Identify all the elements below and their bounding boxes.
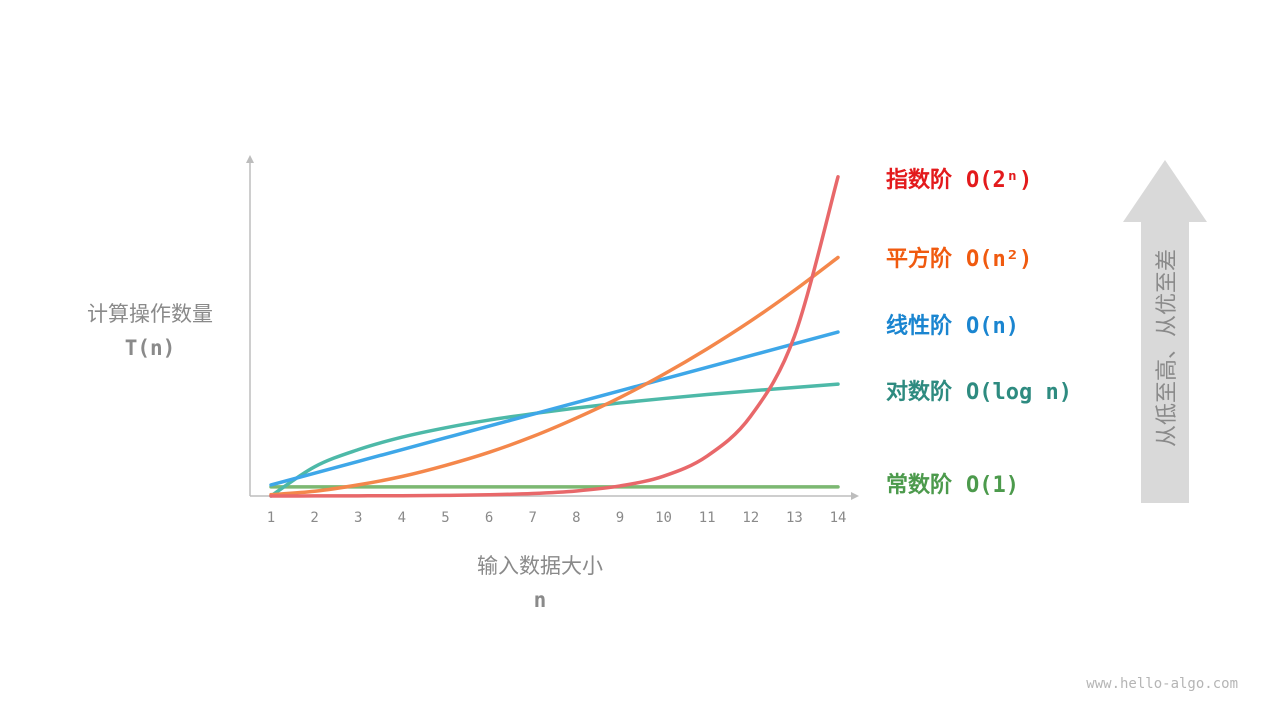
series-line-logarithmic	[269, 382, 840, 498]
legend-notation: O(2ⁿ)	[966, 168, 1033, 193]
legend-quadratic: 平方阶 O(n²)	[886, 241, 1032, 273]
x-tick-label: 3	[354, 510, 362, 526]
legend-linear: 线性阶 O(n)	[886, 308, 1019, 340]
x-tick-label: 10	[655, 510, 672, 526]
up-arrow-icon	[1123, 160, 1207, 503]
side-arrow-label: 从低至高、从优至差	[1155, 248, 1180, 448]
legend-logarithmic: 对数阶 O(log n)	[886, 374, 1072, 406]
series-line-quadratic	[269, 255, 840, 497]
x-tick-label: 13	[786, 510, 803, 526]
x-tick-label: 11	[699, 510, 716, 526]
x-tick-label: 6	[485, 510, 493, 526]
legend-name: 指数阶	[886, 168, 953, 193]
legend-notation: O(1)	[966, 473, 1019, 498]
x-tick-label: 14	[830, 510, 847, 526]
x-axis-label: 输入数据大小	[477, 554, 603, 578]
legend-notation: O(log n)	[966, 380, 1072, 405]
x-axis-symbol: n	[533, 588, 547, 612]
x-tick-labels: 1 2 3 4 5 6 7 8 9 10 11 12 13 14	[267, 510, 847, 526]
x-tick-label: 2	[310, 510, 318, 526]
series-line-exponential	[269, 175, 840, 498]
x-tick-label: 4	[398, 510, 406, 526]
x-tick-label: 8	[572, 510, 580, 526]
legend-exponential: 指数阶 O(2ⁿ)	[886, 162, 1032, 194]
x-tick-label: 9	[616, 510, 624, 526]
x-axis-arrow-icon	[851, 492, 859, 500]
axes	[246, 155, 859, 500]
legend-name: 线性阶	[886, 314, 953, 339]
x-tick-label: 12	[742, 510, 759, 526]
legend-notation: O(n)	[966, 314, 1019, 339]
side-arrow	[1123, 160, 1207, 503]
series-line-linear	[269, 330, 840, 487]
y-axis-arrow-icon	[246, 155, 254, 163]
legend-notation: O(n²)	[966, 247, 1033, 272]
y-axis-label: 计算操作数量	[87, 302, 213, 326]
y-axis-symbol: T(n)	[124, 336, 176, 360]
series-lines	[269, 175, 840, 498]
legend-name: 常数阶	[886, 473, 953, 498]
footer-watermark: www.hello-algo.com	[1086, 676, 1238, 692]
x-tick-label: 5	[441, 510, 449, 526]
legend-name: 平方阶	[886, 247, 953, 272]
legend-constant: 常数阶 O(1)	[886, 467, 1019, 499]
x-tick-label: 1	[267, 510, 275, 526]
x-tick-label: 7	[528, 510, 536, 526]
legend-name: 对数阶	[886, 380, 953, 405]
